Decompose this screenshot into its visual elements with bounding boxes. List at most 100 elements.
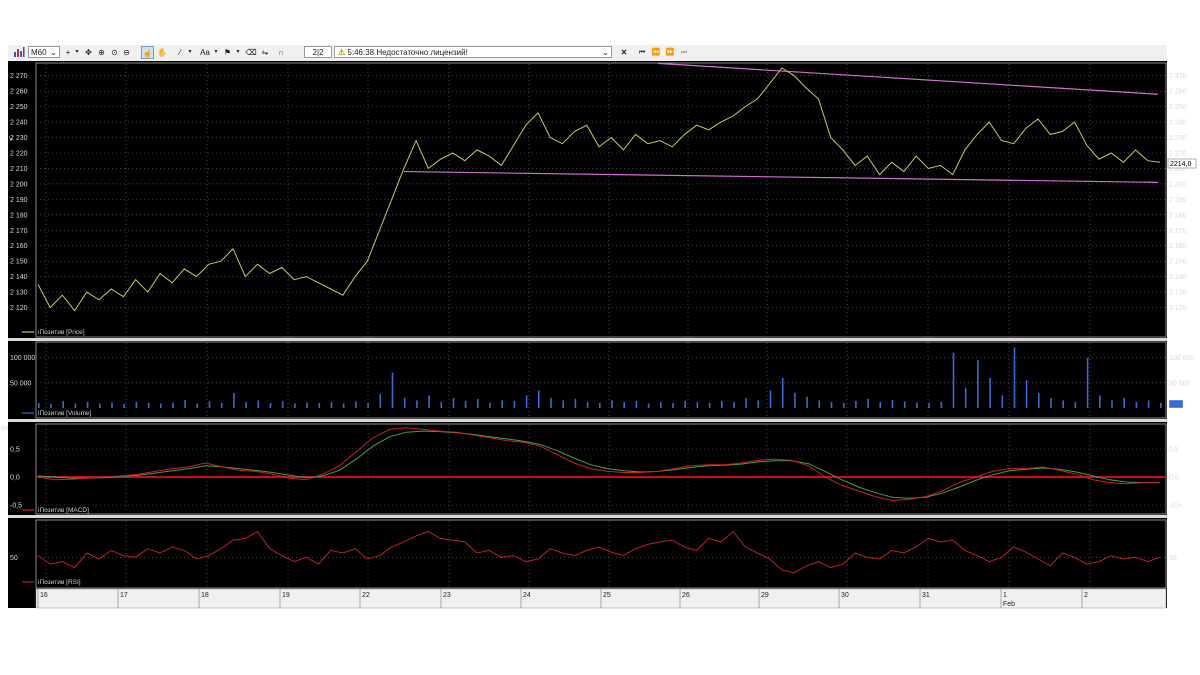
day-label: 18 xyxy=(201,592,209,599)
line-tool-icon[interactable]: ⁄ xyxy=(179,48,181,57)
grid-lines xyxy=(45,64,1091,587)
volume-bar xyxy=(806,396,808,408)
price-tick-label: 2 160 xyxy=(1169,243,1187,250)
panel-separator[interactable] xyxy=(8,338,1167,341)
volume-bar xyxy=(513,400,516,408)
volume-bar xyxy=(1025,380,1028,408)
price-tick-label: 2 220 xyxy=(1169,151,1187,158)
price-tick-label: 2 140 xyxy=(1169,274,1187,281)
volume-bar xyxy=(574,398,577,408)
pan-icon[interactable]: ✋ xyxy=(157,48,167,57)
volume-bar xyxy=(1086,357,1089,408)
volume-bar xyxy=(794,392,796,408)
volume-bar xyxy=(977,360,979,408)
compare-icon[interactable]: ⇋ xyxy=(261,48,269,57)
dropdown-arrow-icon[interactable]: ▾ xyxy=(188,49,192,55)
timeframe-select[interactable]: M60 ⌄ xyxy=(28,46,60,58)
volume-bar xyxy=(525,395,528,408)
volume-bar xyxy=(196,403,199,408)
volume-bar xyxy=(855,400,857,408)
lower-trendline[interactable] xyxy=(403,170,1159,183)
dropdown-arrow-icon[interactable]: ▾ xyxy=(75,49,79,55)
zoom-out-icon[interactable]: ⊖ xyxy=(123,48,130,57)
volume-bar xyxy=(672,403,674,408)
volume-bar xyxy=(903,401,906,408)
volume-bar xyxy=(842,403,845,408)
volume-legend[interactable]: iПозитив [Volume] xyxy=(38,410,92,417)
flag-icon[interactable]: ⚑ xyxy=(223,48,232,57)
volume-bar xyxy=(489,402,491,408)
rsi-legend[interactable]: iПозитив [RSI] xyxy=(38,579,81,586)
volume-bar xyxy=(428,395,430,408)
close-icon[interactable]: ✕ xyxy=(620,48,628,57)
crosshair-icon[interactable]: ✥ xyxy=(85,48,92,57)
volume-bar xyxy=(62,400,64,408)
indicator-axes: 100 000 100 000 50 000 50 000 0,5 0,5 0,0 0,0 -0… xyxy=(10,355,1194,562)
hand-tool-icon[interactable]: ☝ xyxy=(141,46,154,59)
volume-bar xyxy=(269,403,272,408)
axis-tick-label: 0,0 xyxy=(1169,475,1179,482)
last-price-label: 2214,0 xyxy=(1170,161,1192,168)
volume-bar xyxy=(733,402,735,408)
plus-icon[interactable]: + xyxy=(65,48,71,57)
price-tick-label: 2 240 xyxy=(1169,120,1187,127)
macd-legend[interactable]: iПозитив [MACD] xyxy=(38,507,89,514)
volume-bar xyxy=(562,400,564,408)
upper-trendline[interactable] xyxy=(657,62,1159,95)
volume-bar xyxy=(135,402,138,408)
volume-bar xyxy=(550,397,552,408)
volume-bar xyxy=(940,402,943,408)
rewind-icon[interactable]: ⏪ xyxy=(651,49,661,56)
rsi-panel[interactable] xyxy=(35,519,1167,589)
magnet-icon[interactable]: ∩ xyxy=(278,48,284,57)
panel-separator[interactable] xyxy=(8,419,1167,422)
volume-bar xyxy=(1123,397,1125,408)
volume-bar xyxy=(50,404,52,408)
volume-bar xyxy=(1050,397,1052,408)
volume-bar xyxy=(830,402,833,408)
status-message-field[interactable]: ⚠ 5:46:38 Недостаточно лицензий! ⌄ xyxy=(334,46,612,58)
volume-last-marker xyxy=(1168,399,1184,409)
chart-type-icon[interactable] xyxy=(12,46,26,59)
price-tick-label: 2 250 xyxy=(1169,104,1187,111)
volume-bar xyxy=(818,400,821,408)
panel-separator[interactable] xyxy=(8,515,1167,518)
volume-bar xyxy=(757,400,760,408)
dropdown-arrow-icon[interactable]: ▾ xyxy=(236,49,240,55)
price-legend[interactable]: iПозитив [Price] xyxy=(38,329,85,336)
axis-tick-label: 50 xyxy=(10,555,18,562)
forward-icon[interactable]: ⏩ xyxy=(665,49,675,56)
volume-bar xyxy=(1001,395,1004,408)
macd-panel[interactable] xyxy=(35,423,1167,515)
eraser-icon[interactable]: ⌫ xyxy=(245,48,257,57)
zoom-in-icon[interactable]: ⊙ xyxy=(111,48,118,57)
price-tick-label: 2 170 xyxy=(10,228,28,235)
day-label: 22 xyxy=(362,592,370,599)
volume-bar xyxy=(1160,403,1162,408)
axis-tick-label: 100 000 xyxy=(10,355,35,362)
day-label: 30 xyxy=(841,592,849,599)
price-tick-label: 2 190 xyxy=(1169,197,1187,204)
volume-bar xyxy=(769,390,772,408)
value-field[interactable]: 2|2 xyxy=(304,46,332,58)
volume-bar xyxy=(355,401,357,408)
jump-end-icon[interactable]: ⏭ xyxy=(680,49,688,56)
jump-start-icon[interactable]: ⏮ xyxy=(638,49,646,56)
price-panel[interactable] xyxy=(35,62,1167,338)
volume-bar xyxy=(745,397,747,408)
volume-bar xyxy=(379,393,382,408)
dropdown-arrow-icon[interactable]: ▾ xyxy=(214,49,218,55)
volume-bar xyxy=(367,403,369,408)
volume-bar xyxy=(38,403,40,408)
volume-bar xyxy=(611,400,613,408)
volume-panel[interactable] xyxy=(35,341,1167,419)
volume-bar xyxy=(1074,402,1077,408)
volume-bar xyxy=(257,400,260,408)
volume-bar xyxy=(708,403,711,408)
target-icon[interactable]: ⊕ xyxy=(98,48,105,57)
text-tool[interactable]: Aa xyxy=(200,48,210,57)
volume-bar xyxy=(318,403,321,408)
volume-bar xyxy=(1111,400,1113,408)
price-tick-label: 2 150 xyxy=(1169,259,1187,266)
